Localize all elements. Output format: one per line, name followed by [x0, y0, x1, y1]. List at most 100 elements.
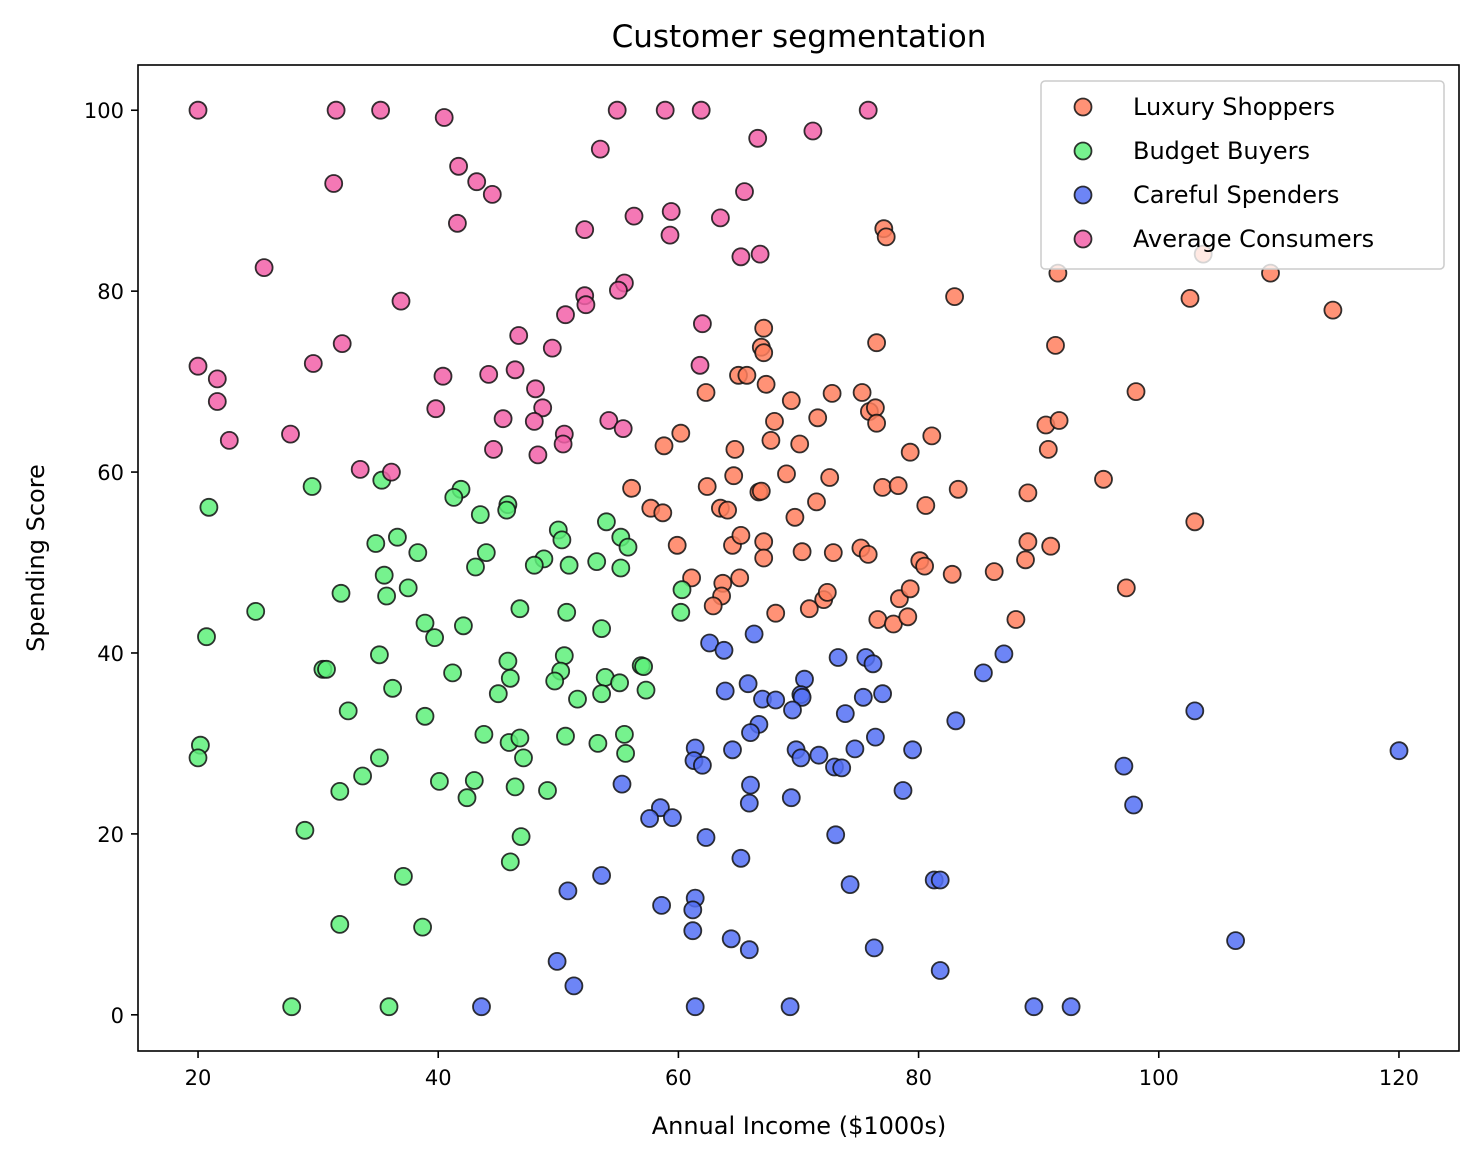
data-point [852, 383, 872, 402]
data-point [488, 684, 508, 704]
y-tick-label: 20 [97, 823, 124, 847]
data-point [188, 748, 208, 768]
data-point [653, 503, 673, 523]
data-point [866, 727, 885, 747]
data-point [1049, 411, 1069, 430]
data-point [724, 466, 744, 486]
data-point [609, 280, 628, 300]
x-tick-label: 20 [185, 1066, 212, 1090]
data-point [350, 459, 370, 479]
data-point [916, 496, 936, 515]
data-point [714, 640, 734, 660]
data-point [453, 616, 473, 636]
data-point [735, 182, 754, 202]
data-point [505, 777, 525, 797]
data-point [331, 583, 351, 603]
data-point [750, 244, 770, 264]
data-point [498, 651, 518, 671]
data-point [528, 445, 548, 465]
data-point [526, 379, 545, 399]
data-point [433, 366, 453, 386]
data-point [777, 464, 796, 484]
data-point [470, 505, 490, 524]
data-point [199, 497, 219, 517]
data-point [667, 535, 687, 555]
data-point [792, 542, 812, 562]
data-point [652, 896, 671, 915]
legend-label: Luxury Shoppers [1133, 93, 1335, 121]
data-point [612, 774, 632, 794]
data-point [493, 409, 513, 429]
data-point [730, 568, 750, 588]
data-point [661, 202, 681, 221]
data-point [330, 915, 350, 934]
data-point [1038, 439, 1058, 459]
data-point [353, 766, 373, 786]
data-point [426, 399, 446, 419]
data-point [514, 748, 533, 768]
data-point [547, 952, 567, 971]
data-point [415, 706, 435, 726]
x-tick-label: 120 [1379, 1066, 1419, 1090]
data-point [826, 825, 846, 845]
y-axis-label: Spending Score [22, 464, 50, 652]
data-point [466, 557, 485, 577]
data-point [590, 139, 610, 159]
data-point [922, 426, 942, 446]
legend-label: Average Consumers [1133, 225, 1374, 253]
data-point [479, 364, 499, 384]
data-point [1018, 532, 1038, 552]
data-point [693, 314, 712, 334]
data-point [188, 100, 208, 120]
data-point [447, 213, 467, 233]
legend-marker [1073, 229, 1093, 249]
data-point [610, 673, 629, 693]
data-point [393, 867, 413, 886]
data-point [207, 392, 227, 411]
data-point [1061, 997, 1081, 1017]
data-point [332, 334, 352, 354]
data-point [616, 744, 635, 763]
data-point [415, 613, 435, 633]
data-point [864, 938, 884, 958]
legend-box [1040, 80, 1445, 270]
y-tick-label: 60 [97, 461, 124, 485]
data-point [434, 108, 454, 127]
data-point [444, 487, 464, 507]
data-point [761, 430, 781, 450]
data-point [671, 602, 691, 622]
data-point [338, 701, 358, 721]
y-tick-label: 40 [97, 642, 124, 666]
data-point [903, 740, 922, 760]
data-point [1016, 550, 1035, 570]
data-point [1185, 701, 1205, 721]
data-point [948, 479, 968, 499]
data-point [554, 646, 574, 666]
data-point [754, 318, 774, 338]
data-point [207, 369, 227, 389]
data-point [188, 356, 208, 376]
data-point [592, 866, 611, 885]
data-point [467, 172, 487, 192]
data-point [592, 684, 611, 704]
x-tick-label: 80 [905, 1066, 932, 1090]
data-point [587, 552, 607, 571]
data-point [472, 997, 491, 1017]
data-point [731, 526, 751, 545]
data-point [613, 419, 633, 439]
data-point [379, 997, 399, 1017]
data-point [654, 436, 674, 456]
data-point [691, 100, 711, 120]
data-point [588, 734, 608, 753]
data-point [464, 771, 484, 790]
data-point [744, 624, 764, 644]
x-axis-label: Annual Income ($1000s) [652, 1112, 947, 1140]
data-point [497, 500, 517, 520]
data-point [429, 772, 449, 791]
data-point [823, 543, 843, 562]
data-point [930, 870, 950, 890]
data-point [622, 478, 641, 498]
data-point [721, 929, 741, 949]
data-point [564, 976, 584, 996]
